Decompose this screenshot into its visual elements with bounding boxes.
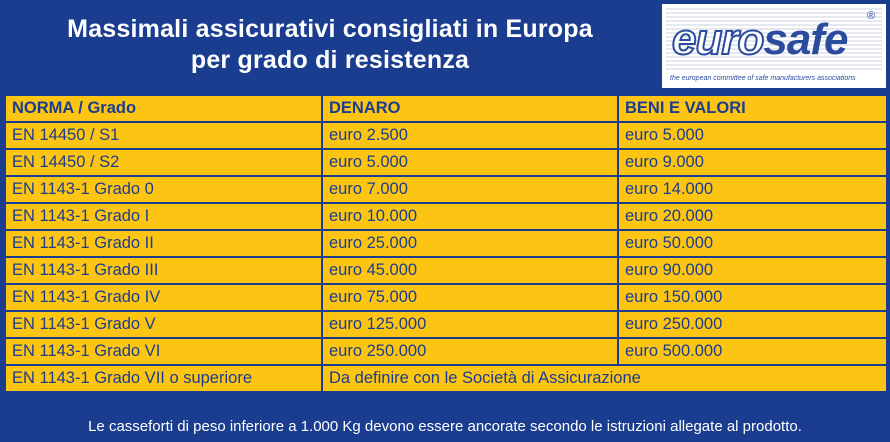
cell-denaro: euro 75.000 bbox=[321, 283, 619, 312]
cell-beni-valori: euro 14.000 bbox=[617, 175, 888, 204]
header-norma: NORMA / Grado bbox=[4, 94, 323, 123]
cell-denaro: euro 10.000 bbox=[321, 202, 619, 231]
logo-tagline: the european committee of safe manufactu… bbox=[670, 75, 856, 82]
logo-wordmark: eurosafe bbox=[671, 15, 848, 64]
registered-mark: ® bbox=[867, 10, 876, 22]
logo-word-safe: safe bbox=[763, 15, 848, 64]
cell-denaro: euro 250.000 bbox=[321, 337, 619, 366]
cell-norma: EN 1143-1 Grado 0 bbox=[4, 175, 323, 204]
cell-norma: EN 14450 / S1 bbox=[4, 121, 323, 150]
title-line-2: per grado di resistenza bbox=[190, 46, 470, 74]
cell-norma: EN 1143-1 Grado II bbox=[4, 229, 323, 258]
cell-note: Da definire con le Società di Assicurazi… bbox=[321, 364, 888, 393]
cell-norma: EN 14450 / S2 bbox=[4, 148, 323, 177]
eurosafe-logo: eurosafe ® the european committee of saf… bbox=[662, 4, 886, 88]
logo-background bbox=[666, 8, 882, 70]
cell-denaro: euro 2.500 bbox=[321, 121, 619, 150]
table-row: EN 1143-1 Grado I euro 10.000 euro 20.00… bbox=[4, 202, 888, 231]
cell-norma: EN 1143-1 Grado I bbox=[4, 202, 323, 231]
table-row: EN 1143-1 Grado V euro 125.000 euro 250.… bbox=[4, 310, 888, 339]
cell-beni-valori: euro 50.000 bbox=[617, 229, 888, 258]
cell-norma: EN 1143-1 Grado III bbox=[4, 256, 323, 285]
cell-denaro: euro 25.000 bbox=[321, 229, 619, 258]
footer-note: Le casseforti di peso inferiore a 1.000 … bbox=[88, 418, 802, 435]
cell-denaro: euro 45.000 bbox=[321, 256, 619, 285]
header-denaro: DENARO bbox=[321, 94, 619, 123]
table-row: EN 1143-1 Grado 0 euro 7.000 euro 14.000 bbox=[4, 175, 888, 204]
cell-norma: EN 1143-1 Grado V bbox=[4, 310, 323, 339]
cell-norma: EN 1143-1 Grado VII o superiore bbox=[4, 364, 323, 393]
cell-beni-valori: euro 500.000 bbox=[617, 337, 888, 366]
cell-beni-valori: euro 90.000 bbox=[617, 256, 888, 285]
cell-beni-valori: euro 5.000 bbox=[617, 121, 888, 150]
cell-norma: EN 1143-1 Grado VI bbox=[4, 337, 323, 366]
table-row: EN 1143-1 Grado IV euro 75.000 euro 150.… bbox=[4, 283, 888, 312]
header-beni-valori: BENI E VALORI bbox=[617, 94, 888, 123]
cell-beni-valori: euro 150.000 bbox=[617, 283, 888, 312]
cell-norma: EN 1143-1 Grado IV bbox=[4, 283, 323, 312]
title-line-1: Massimali assicurativi consigliati in Eu… bbox=[67, 15, 593, 43]
table-row: EN 1143-1 Grado VI euro 250.000 euro 500… bbox=[4, 337, 888, 366]
cell-beni-valori: euro 9.000 bbox=[617, 148, 888, 177]
cell-denaro: euro 125.000 bbox=[321, 310, 619, 339]
table-row: EN 14450 / S1 euro 2.500 euro 5.000 bbox=[4, 121, 888, 150]
insurance-table: NORMA / Grado DENARO BENI E VALORI EN 14… bbox=[4, 94, 888, 393]
cell-beni-valori: euro 20.000 bbox=[617, 202, 888, 231]
table-header-row: NORMA / Grado DENARO BENI E VALORI bbox=[4, 94, 888, 123]
logo-word-euro: euro bbox=[671, 15, 765, 64]
cell-denaro: euro 7.000 bbox=[321, 175, 619, 204]
cell-beni-valori: euro 250.000 bbox=[617, 310, 888, 339]
table-row-last: EN 1143-1 Grado VII o superiore Da defin… bbox=[4, 364, 888, 393]
page-title: Massimali assicurativi consigliati in Eu… bbox=[0, 14, 660, 76]
table-row: EN 14450 / S2 euro 5.000 euro 9.000 bbox=[4, 148, 888, 177]
table-row: EN 1143-1 Grado III euro 45.000 euro 90.… bbox=[4, 256, 888, 285]
cell-denaro: euro 5.000 bbox=[321, 148, 619, 177]
table-row: EN 1143-1 Grado II euro 25.000 euro 50.0… bbox=[4, 229, 888, 258]
